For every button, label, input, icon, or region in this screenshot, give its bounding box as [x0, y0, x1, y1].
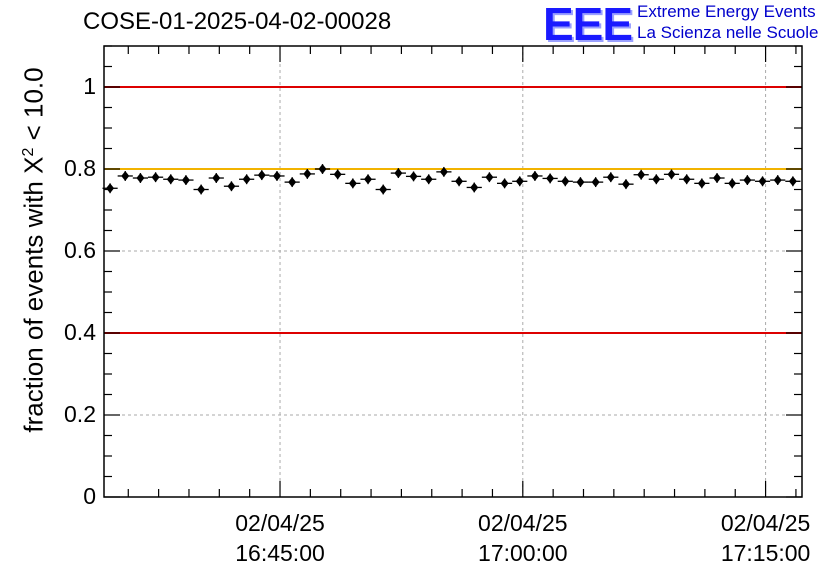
y-tick-label-5: 1: [83, 73, 96, 99]
data-point-9: [242, 174, 251, 185]
x-tick-label-2: 02/04/25 17:15:00: [721, 508, 811, 568]
data-point-3: [151, 172, 160, 183]
data-point-40: [713, 173, 722, 184]
data-point-35: [637, 169, 646, 180]
data-point-30: [561, 176, 570, 187]
y-tick-label-0: 0: [83, 483, 96, 509]
data-point-19: [394, 168, 403, 179]
data-point-38: [682, 174, 691, 185]
data-point-14: [318, 164, 327, 174]
x-tick-time: 17:15:00: [720, 540, 811, 566]
data-point-21: [424, 174, 433, 185]
data-point-4: [166, 174, 175, 185]
data-point-13: [303, 168, 312, 179]
data-point-28: [530, 170, 539, 181]
data-point-20: [409, 171, 418, 182]
data-point-31: [576, 177, 585, 188]
x-tick-date: 02/04/25: [478, 510, 568, 536]
data-point-34: [621, 179, 630, 190]
data-point-12: [288, 177, 297, 188]
data-point-33: [606, 172, 615, 183]
data-point-0: [106, 183, 115, 194]
data-point-24: [470, 182, 479, 193]
data-point-11: [272, 170, 281, 181]
data-point-1: [121, 170, 130, 181]
data-point-22: [439, 166, 448, 177]
x-tick-time: 16:45:00: [235, 540, 325, 566]
x-tick-label-0: 02/04/25 16:45:00: [235, 508, 325, 568]
data-point-8: [227, 181, 236, 192]
data-point-39: [697, 178, 706, 189]
data-point-7: [212, 173, 221, 184]
eee-logo: EEE Extreme Energy Events La Scienza nel…: [543, 0, 833, 48]
y-tick-label-2: 0.4: [64, 319, 96, 345]
chart-title: COSE-01-2025-04-02-00028: [83, 8, 392, 35]
data-point-41: [728, 178, 737, 189]
eee-logo-mark: EEE: [543, 0, 633, 50]
data-point-6: [197, 184, 206, 195]
data-point-26: [500, 178, 509, 189]
y-tick-label-4: 0.8: [64, 155, 96, 181]
data-point-23: [455, 176, 464, 187]
data-point-10: [257, 170, 266, 181]
data-point-44: [773, 175, 782, 186]
data-point-17: [364, 174, 373, 185]
data-point-43: [758, 176, 767, 187]
data-point-45: [788, 176, 797, 187]
y-tick-label-1: 0.2: [64, 401, 96, 427]
data-point-18: [379, 184, 388, 195]
x-tick-date: 02/04/25: [235, 510, 325, 536]
data-point-37: [667, 169, 676, 180]
data-point-5: [181, 175, 190, 186]
data-point-2: [136, 173, 145, 184]
data-point-36: [652, 174, 661, 185]
data-point-32: [591, 177, 600, 188]
y-tick-label-3: 0.6: [64, 237, 96, 263]
logo-text-line1: Extreme Energy Events: [637, 2, 816, 21]
x-tick-date: 02/04/25: [720, 510, 811, 536]
data-point-27: [515, 176, 524, 187]
data-point-25: [485, 172, 494, 183]
data-point-42: [743, 175, 752, 186]
x-tick-time: 17:00:00: [478, 540, 568, 566]
plot-frame: [103, 45, 803, 498]
x-tick-label-1: 02/04/25 17:00:00: [478, 508, 568, 568]
data-point-16: [348, 178, 357, 189]
logo-text-line2: La Scienza nelle Scuole: [637, 23, 819, 42]
data-point-29: [546, 173, 555, 184]
data-point-15: [333, 169, 342, 180]
